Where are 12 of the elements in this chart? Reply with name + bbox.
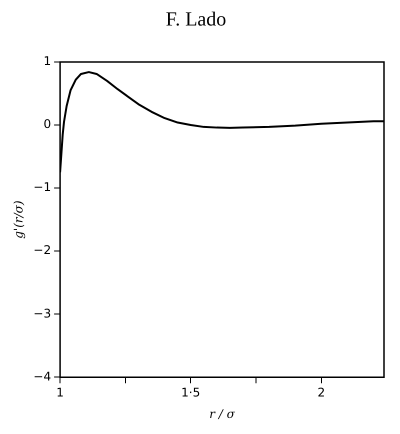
y-tick-label: 0 xyxy=(43,117,52,132)
y-axis-title: g'(r/σ) xyxy=(11,200,26,239)
chart-title: F. Lado xyxy=(166,8,226,30)
x-tick-label: 1·5 xyxy=(181,386,200,400)
y-tick-label: 1 xyxy=(43,54,52,68)
x-tick-label: 2 xyxy=(317,386,326,400)
y-tick-label: −2 xyxy=(33,243,52,258)
x-tick-label: 1 xyxy=(56,386,64,400)
y-tick-label: −3 xyxy=(33,306,52,320)
y-tick-label: −4 xyxy=(33,369,52,384)
x-axis-title: r / σ xyxy=(209,406,236,421)
y-tick-label: −1 xyxy=(33,180,52,194)
